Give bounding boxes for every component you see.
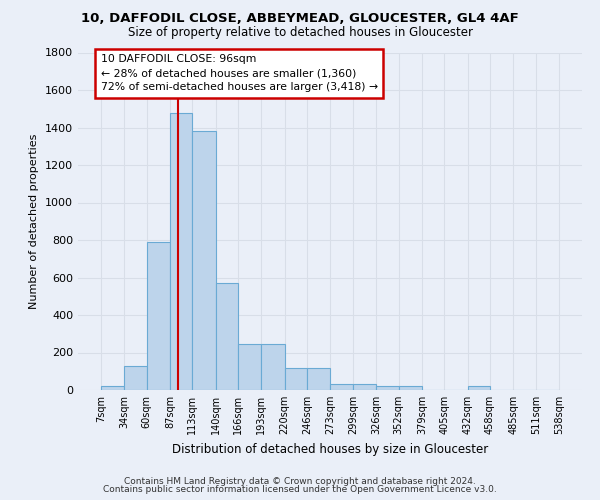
Bar [398, 386, 422, 390]
Y-axis label: Number of detached properties: Number of detached properties [29, 134, 40, 309]
Text: 10, DAFFODIL CLOSE, ABBEYMEAD, GLOUCESTER, GL4 4AF: 10, DAFFODIL CLOSE, ABBEYMEAD, GLOUCESTE… [81, 12, 519, 26]
Bar [215, 283, 238, 390]
Bar [124, 366, 146, 390]
Bar [353, 384, 376, 390]
Bar [170, 112, 193, 390]
Bar [193, 131, 215, 390]
Text: Size of property relative to detached houses in Gloucester: Size of property relative to detached ho… [128, 26, 473, 39]
Bar [238, 344, 262, 390]
Bar [101, 386, 124, 390]
Bar [146, 242, 170, 390]
Bar [284, 368, 307, 390]
Text: 10 DAFFODIL CLOSE: 96sqm
← 28% of detached houses are smaller (1,360)
72% of sem: 10 DAFFODIL CLOSE: 96sqm ← 28% of detach… [101, 54, 378, 92]
Bar [262, 344, 284, 390]
Text: Contains public sector information licensed under the Open Government Licence v3: Contains public sector information licen… [103, 485, 497, 494]
Bar [307, 368, 331, 390]
Bar [467, 386, 490, 390]
Bar [331, 384, 353, 390]
Bar [376, 386, 398, 390]
X-axis label: Distribution of detached houses by size in Gloucester: Distribution of detached houses by size … [172, 442, 488, 456]
Text: Contains HM Land Registry data © Crown copyright and database right 2024.: Contains HM Land Registry data © Crown c… [124, 477, 476, 486]
